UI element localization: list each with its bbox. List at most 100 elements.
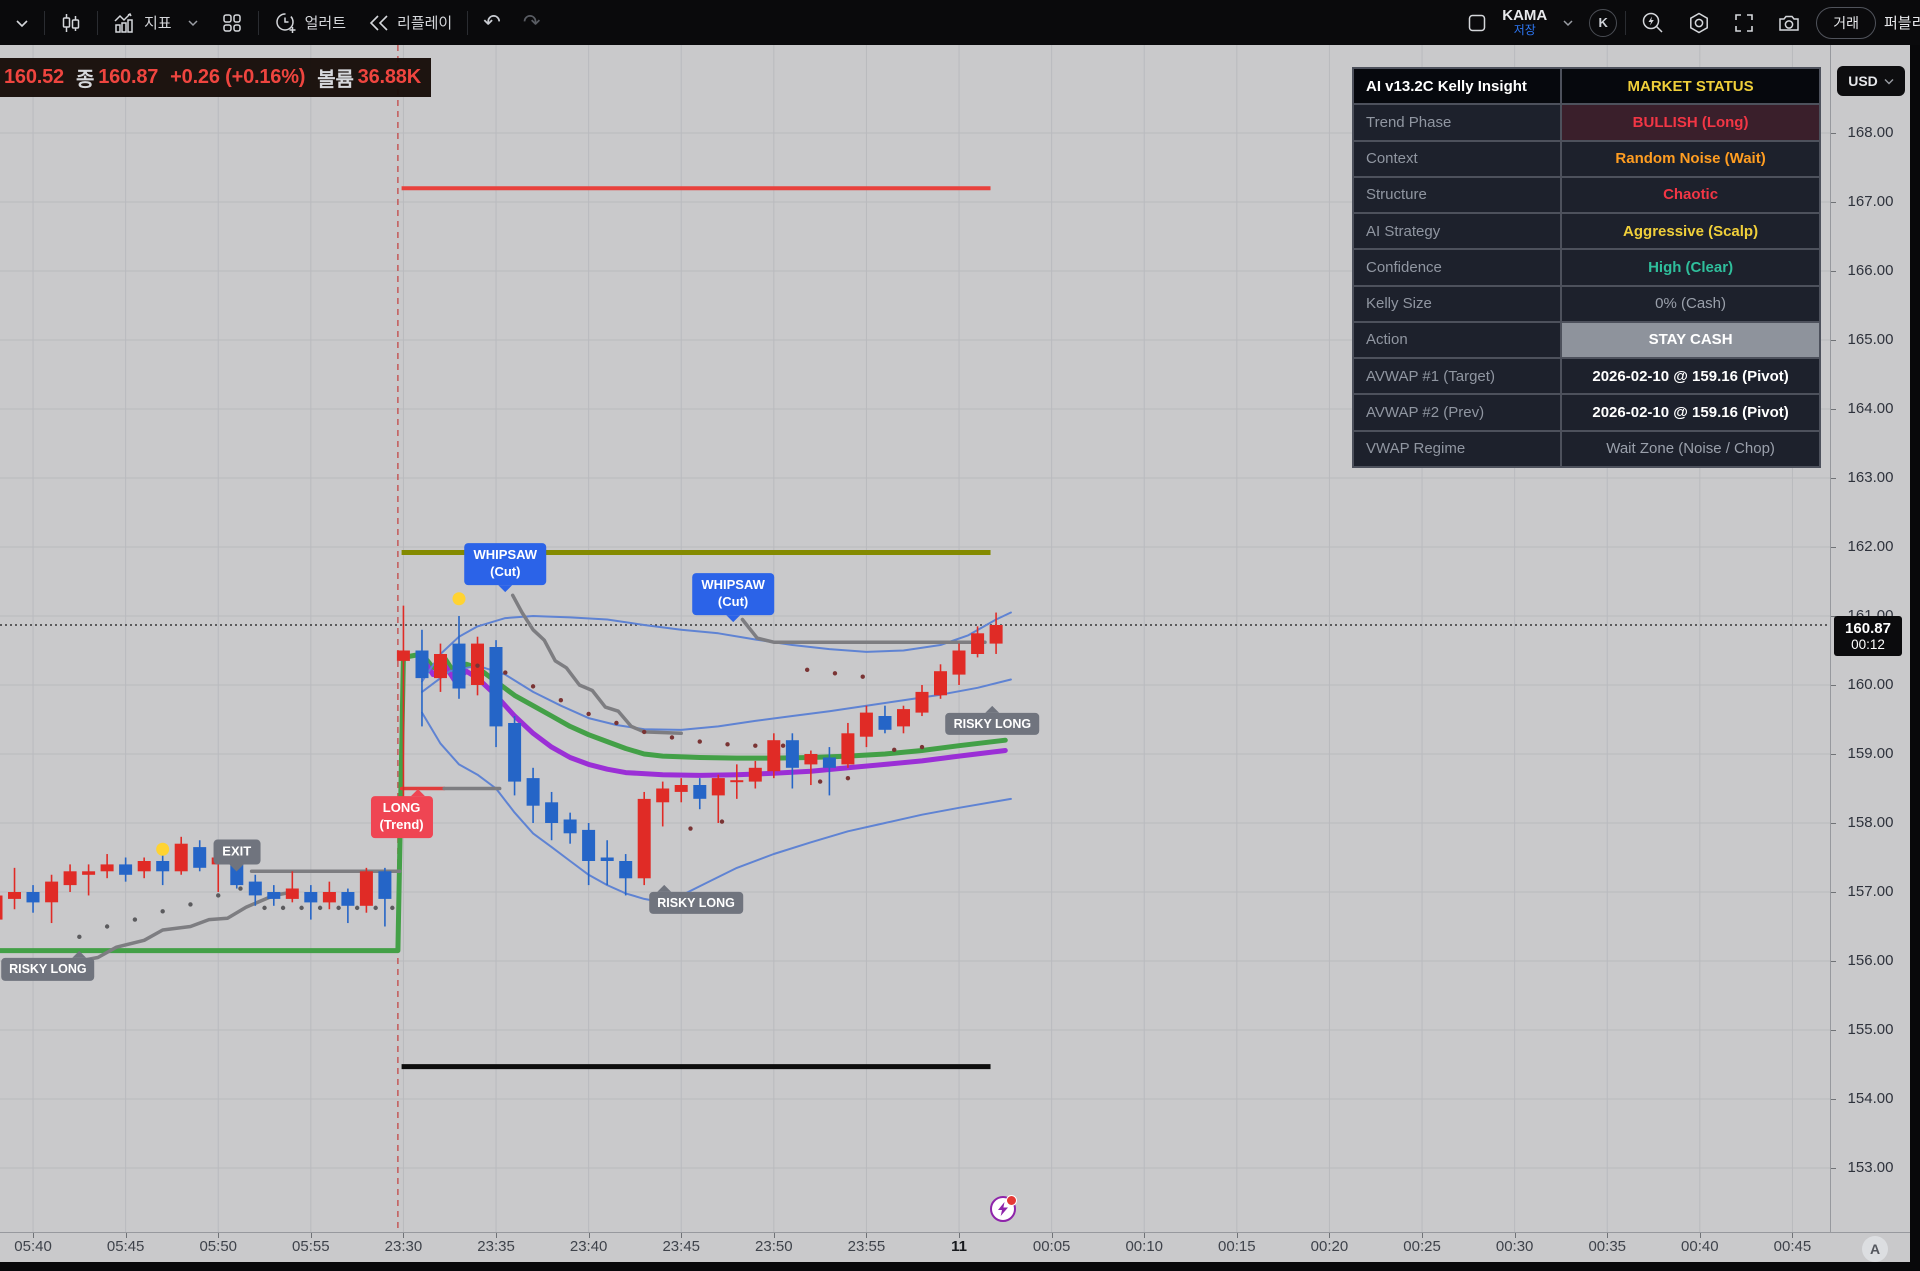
time-tick bbox=[496, 1233, 498, 1238]
price-tick-label: 157.00 bbox=[1847, 883, 1894, 900]
layout-grid-button[interactable] bbox=[214, 8, 250, 38]
redo-button[interactable]: ↷ bbox=[516, 8, 548, 37]
legend-volume-label: 볼륨 bbox=[317, 69, 354, 91]
risky-long-label: RISKY LONG bbox=[945, 705, 1040, 735]
symbol-search-collapse-button[interactable] bbox=[8, 14, 36, 32]
time-tick-label: 00:35 bbox=[1588, 1238, 1627, 1255]
panel-row-label: Context bbox=[1353, 140, 1562, 177]
alert-label: 얼러트 bbox=[304, 15, 347, 32]
rewind-icon bbox=[368, 14, 390, 32]
currency-toggle-button[interactable]: USD bbox=[1837, 66, 1905, 96]
time-tick bbox=[310, 1233, 312, 1238]
screenshot-button[interactable] bbox=[1770, 8, 1808, 38]
panel-row-label: AI Strategy bbox=[1353, 213, 1562, 250]
panel-row-label: AVWAP #1 (Target) bbox=[1353, 358, 1562, 395]
toolbar-separator bbox=[97, 10, 98, 35]
toolbar-separator bbox=[44, 10, 45, 35]
time-tick-label: 00:25 bbox=[1403, 1238, 1441, 1255]
symbol-legend[interactable]: 160.52 종 160.87 +0.26 (+0.16%) 볼륨 36.88K bbox=[0, 58, 431, 97]
indicators-label: 지표 bbox=[144, 15, 172, 32]
settings-button[interactable] bbox=[1680, 7, 1718, 39]
risky-long-label: RISKY LONG bbox=[649, 884, 743, 915]
publish-label: 퍼블리 bbox=[1884, 15, 1920, 32]
price-tick-label: 167.00 bbox=[1847, 193, 1894, 210]
lightning-icon bbox=[998, 1202, 1008, 1216]
panel-title: AI v13.2C Kelly Insight bbox=[1353, 68, 1562, 105]
whipsaw-cut--label: WHIPSAW (Cut) bbox=[464, 543, 547, 592]
replay-button[interactable]: 리플레이 bbox=[361, 8, 459, 37]
time-tick bbox=[773, 1233, 775, 1238]
panel-row-trend-phase: Trend Phase BULLISH (Long) bbox=[1353, 104, 1820, 141]
avatar[interactable]: K bbox=[1589, 8, 1618, 37]
grid-layout-icon bbox=[221, 12, 243, 34]
undo-button[interactable]: ↶ bbox=[476, 8, 508, 37]
time-tick bbox=[1792, 1233, 1794, 1238]
price-tick bbox=[1831, 754, 1836, 755]
panel-row-confidence: Confidence High (Clear) bbox=[1353, 249, 1820, 286]
ai-insight-panel: AI v13.2C Kelly Insight MARKET STATUS Tr… bbox=[1352, 67, 1821, 468]
price-tick-label: 165.00 bbox=[1847, 331, 1894, 348]
price-tick-label: 159.00 bbox=[1847, 745, 1894, 762]
chart-style-button[interactable] bbox=[53, 8, 89, 38]
event-lightning-marker[interactable] bbox=[990, 1195, 1017, 1222]
indicators-button[interactable]: 지표 bbox=[106, 8, 206, 38]
price-tick bbox=[1831, 547, 1836, 548]
price-tick bbox=[1831, 1099, 1836, 1100]
time-tick bbox=[403, 1233, 405, 1238]
panel-row-label: Trend Phase bbox=[1353, 104, 1562, 141]
panel-row-value: Chaotic bbox=[1561, 176, 1820, 214]
panel-row-avwap-2-prev-: AVWAP #2 (Prev) 2026-02-10 @ 159.16 (Pivo… bbox=[1353, 394, 1820, 431]
legend-close-label: 종 bbox=[75, 69, 95, 91]
autoscale-badge[interactable]: A bbox=[1862, 1236, 1888, 1262]
panel-header-row: AI v13.2C Kelly Insight MARKET STATUS bbox=[1353, 68, 1820, 105]
time-tick-label: 23:50 bbox=[755, 1238, 793, 1255]
panel-header-value: MARKET STATUS bbox=[1561, 68, 1820, 105]
replay-label: 리플레이 bbox=[397, 15, 453, 32]
panel-row-label: VWAP Regime bbox=[1353, 430, 1562, 467]
panel-row-context: Context Random Noise (Wait) bbox=[1353, 140, 1820, 177]
panel-row-ai-strategy: AI Strategy Aggressive (Scalp) bbox=[1353, 213, 1820, 250]
panel-row-value: 2026-02-10 @ 159.16 (Pivot) bbox=[1561, 394, 1820, 431]
time-tick bbox=[1422, 1233, 1424, 1238]
price-tick-label: 154.00 bbox=[1847, 1090, 1894, 1107]
price-tick-label: 160.00 bbox=[1847, 676, 1894, 693]
panel-row-value: Aggressive (Scalp) bbox=[1561, 213, 1820, 250]
time-tick bbox=[866, 1233, 868, 1238]
quick-search-button[interactable] bbox=[1634, 7, 1672, 39]
risky-long-label: RISKY LONG bbox=[1, 951, 95, 981]
panel-row-value: BULLISH (Long) bbox=[1561, 104, 1820, 141]
fullscreen-button[interactable] bbox=[1726, 8, 1762, 38]
panel-row-value: Random Noise (Wait) bbox=[1561, 140, 1820, 177]
time-tick-label: 23:30 bbox=[384, 1238, 423, 1255]
chevron-down-icon bbox=[15, 18, 29, 28]
chart-canvas[interactable] bbox=[0, 45, 1830, 1232]
top-toolbar: 지표 얼러트 bbox=[0, 0, 1920, 45]
toolbar-separator bbox=[1625, 10, 1627, 35]
time-tick-label: 00:40 bbox=[1681, 1238, 1719, 1255]
price-tick-label: 162.00 bbox=[1847, 538, 1894, 555]
trade-button[interactable]: 거래 bbox=[1816, 6, 1876, 39]
layout-name-button[interactable]: KAMA 저장 bbox=[1502, 7, 1547, 38]
price-tick bbox=[1831, 1168, 1836, 1169]
price-tick bbox=[1831, 892, 1836, 893]
price-tick bbox=[1831, 340, 1836, 341]
layout-dropdown-button[interactable] bbox=[1555, 15, 1581, 31]
alert-button[interactable]: 얼러트 bbox=[267, 7, 353, 39]
long-trend--label: LONG (Trend) bbox=[370, 789, 433, 839]
time-tick bbox=[959, 1233, 961, 1238]
publish-button[interactable]: 퍼블리 bbox=[1884, 12, 1920, 33]
price-tick-label: 163.00 bbox=[1847, 469, 1894, 486]
time-axis[interactable]: 05:40 05:45 05:50 05:55 23:30 23:35 23:40 23:45… bbox=[0, 1232, 1910, 1262]
bar-countdown: 00:12 bbox=[1851, 636, 1885, 652]
time-tick-label: 00:05 bbox=[1032, 1238, 1071, 1255]
save-layout-indicator-button[interactable] bbox=[1460, 9, 1494, 37]
price-tick bbox=[1831, 202, 1836, 203]
price-tick bbox=[1831, 409, 1836, 410]
panel-row-value: High (Clear) bbox=[1561, 249, 1820, 286]
current-price-badge: 160.87 00:12 bbox=[1834, 616, 1902, 656]
panel-row-label: Structure bbox=[1353, 176, 1562, 214]
time-tick bbox=[218, 1233, 220, 1238]
panel-row-label: Kelly Size bbox=[1353, 285, 1562, 322]
time-tick-label: 00:15 bbox=[1218, 1238, 1256, 1255]
panel-row-label: Confidence bbox=[1353, 249, 1562, 286]
